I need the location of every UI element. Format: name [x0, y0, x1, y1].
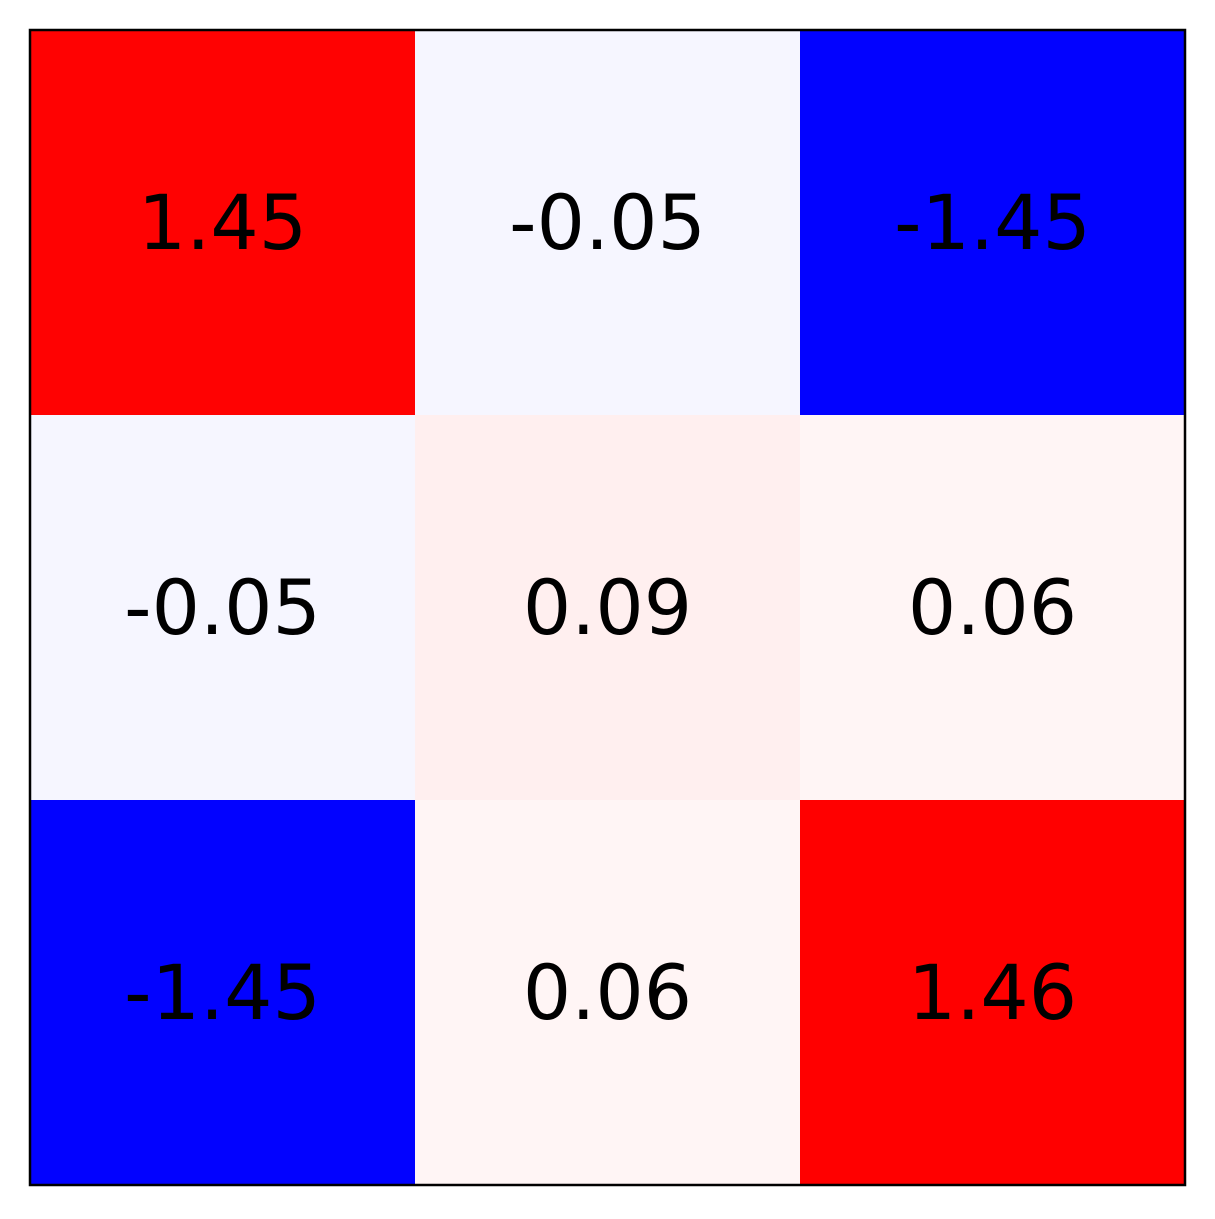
heatmap-cell-label-r2-c0: -1.45: [124, 948, 321, 1037]
heatmap-cell-r0-c1: [415, 30, 801, 416]
heatmap-cell-label-r0-c1: -0.05: [509, 178, 706, 267]
heatmap-cell-r1-c0: [30, 415, 416, 801]
heatmap-cell-r0-c2: [800, 30, 1186, 416]
heatmap-cells: [30, 30, 1186, 1186]
heatmap-cell-label-r1-c2: 0.06: [908, 563, 1077, 652]
heatmap-labels: 1.45 -0.05 -1.45 -0.05 0.09 0.06 -1.45 0.06 1.46: [124, 178, 1091, 1037]
heatmap-cell-r0-c0: [30, 30, 416, 416]
plot-frame: [28, 28, 1187, 1187]
heatmap-cell-label-r2-c1: 0.06: [523, 948, 692, 1037]
heatmap-cell-label-r1-c1: 0.09: [523, 563, 692, 652]
heatmap-cell-r2-c0: [30, 800, 416, 1186]
heatmap-cell-r2-c1: [415, 800, 801, 1186]
heatmap-cell-r1-c1: [415, 415, 801, 801]
heatmap-cell-r2-c2: [800, 800, 1186, 1186]
heatmap-cell-r1-c2: [800, 415, 1186, 801]
heatmap-cell-label-r2-c2: 1.46: [908, 948, 1077, 1037]
heatmap-cell-label-r1-c0: -0.05: [124, 563, 321, 652]
heatmap-cell-label-r0-c2: -1.45: [894, 178, 1091, 267]
heatmap-cell-label-r0-c0: 1.45: [138, 178, 307, 267]
